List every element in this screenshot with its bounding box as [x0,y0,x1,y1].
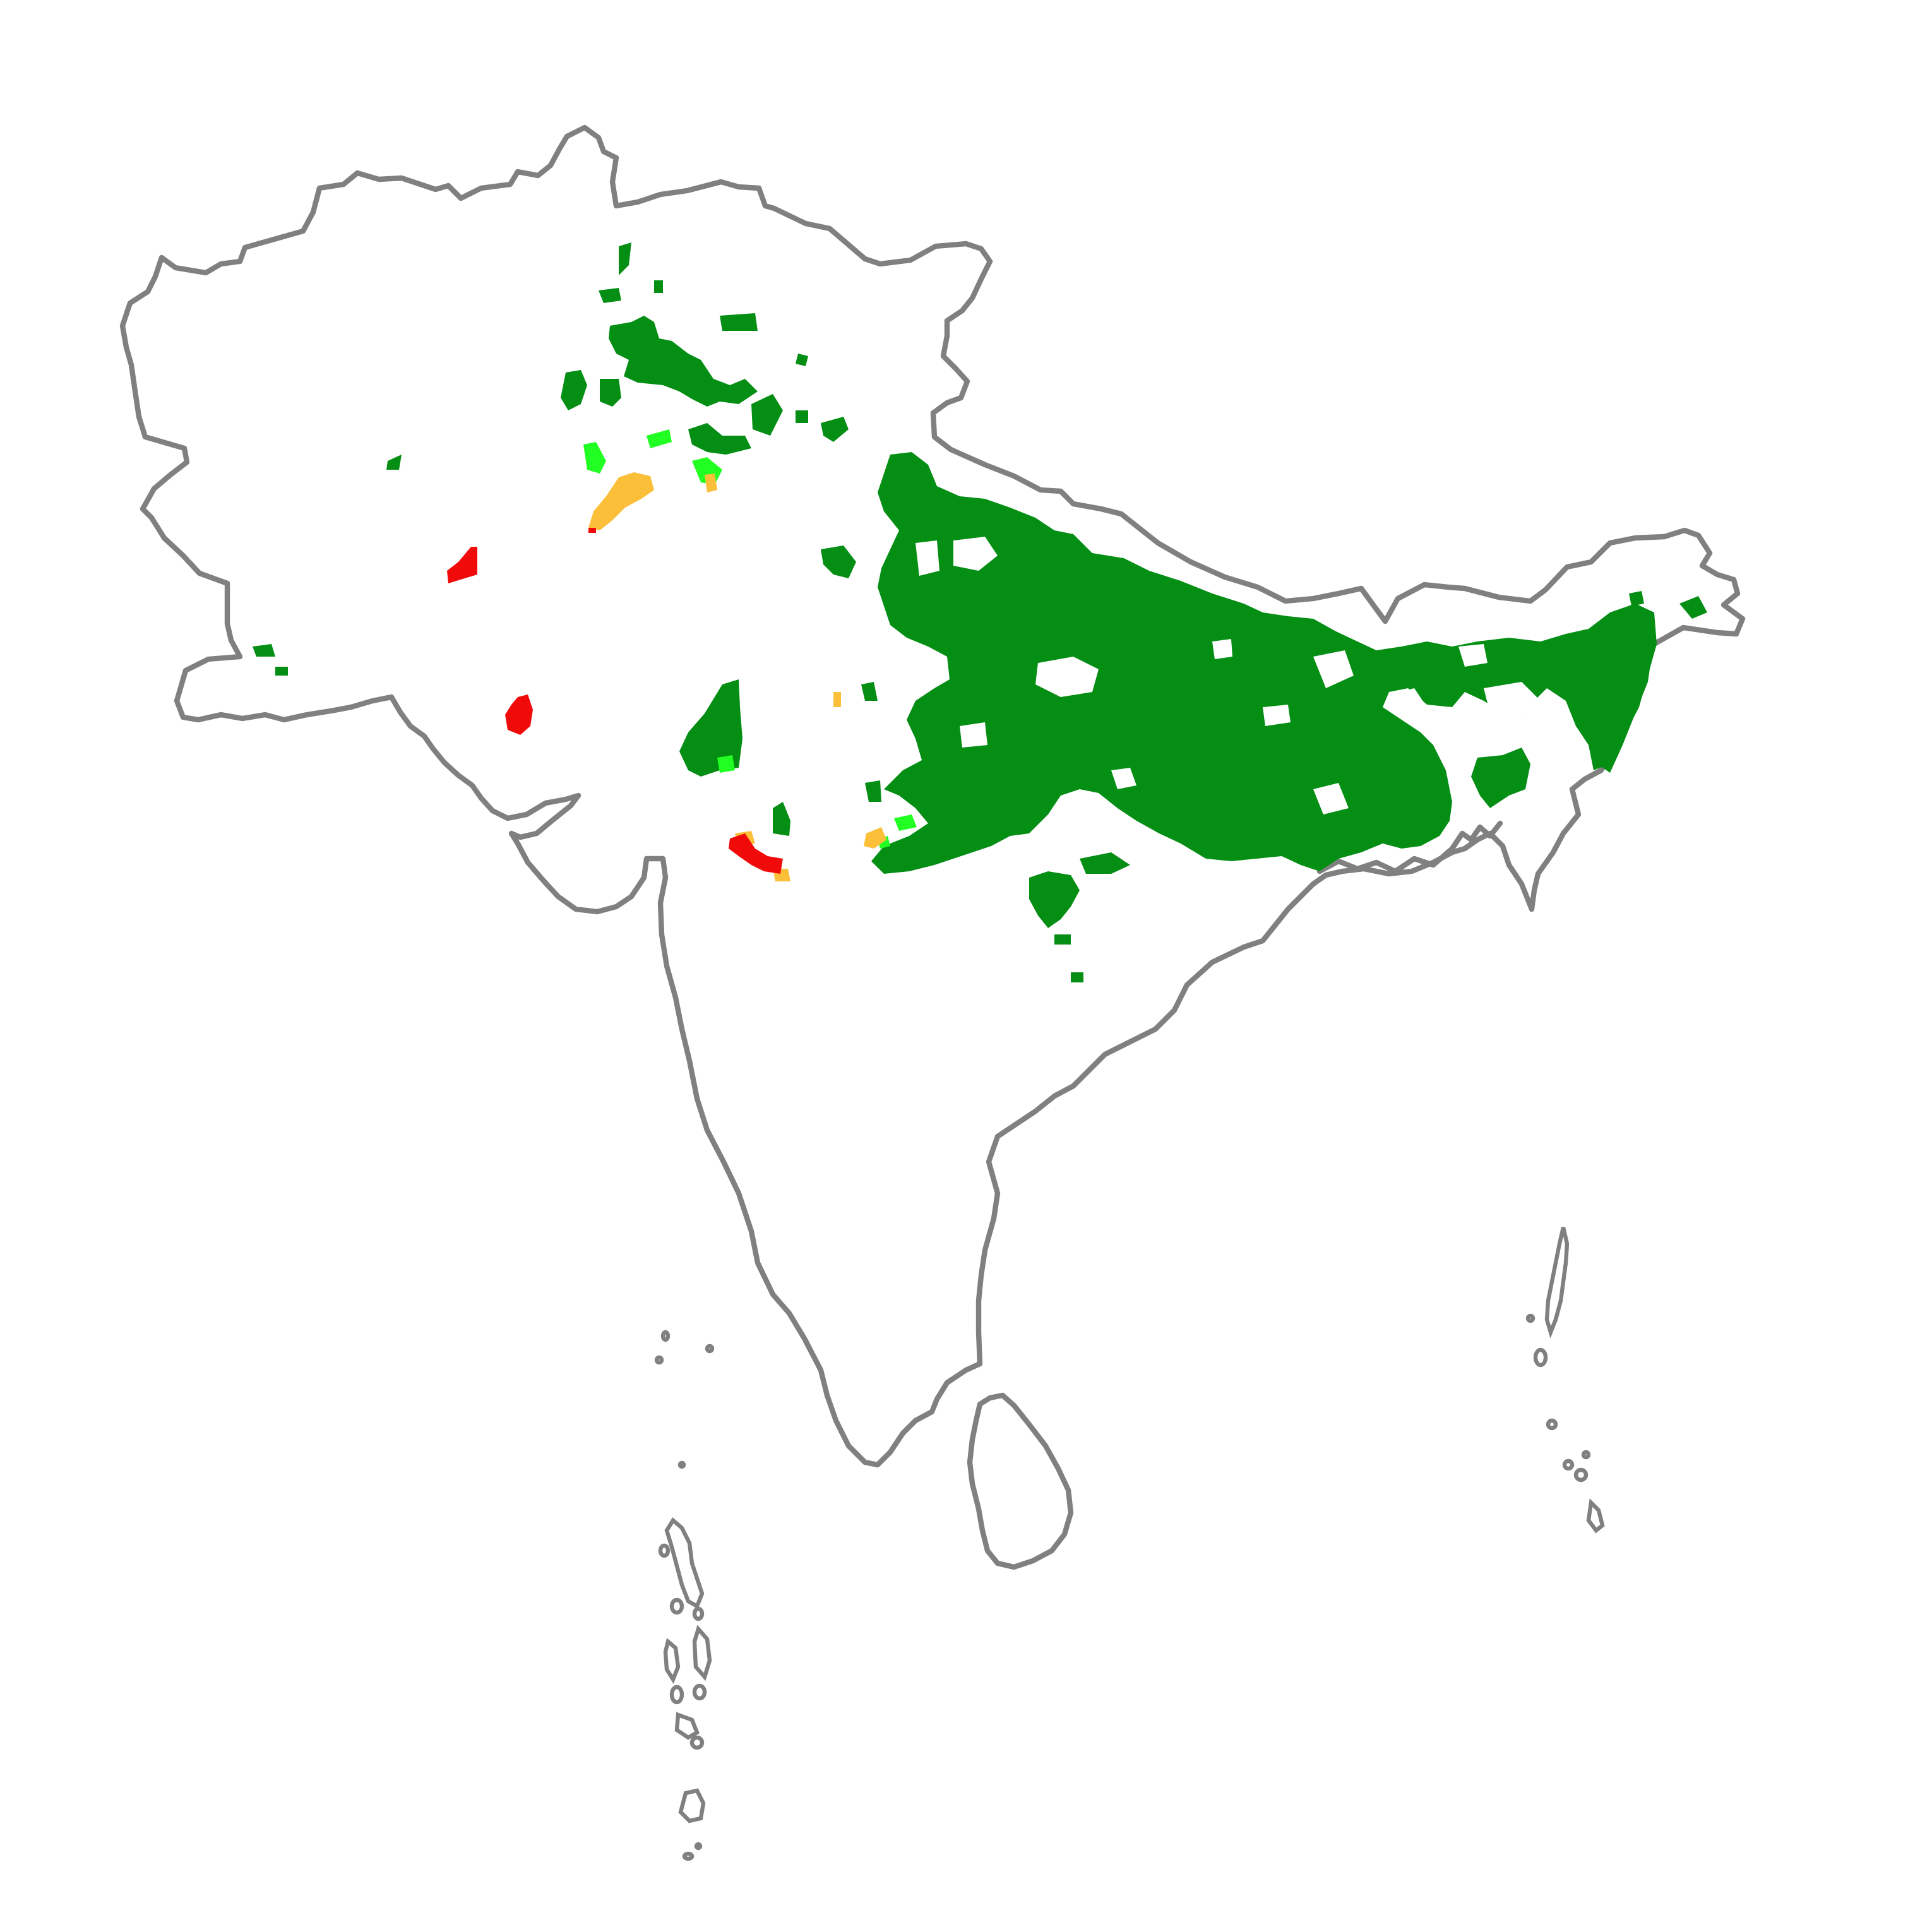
vegetation-gap [1313,783,1349,814]
vegetation-gap [1389,688,1427,717]
vegetation-patch [647,429,672,448]
vegetation-patch [1029,871,1080,928]
island-outline [705,1344,715,1354]
island-outline [658,1543,671,1558]
island-outline [1533,1347,1548,1368]
vegetation-gap [1458,644,1488,667]
vegetation-patch [447,547,477,583]
vegetation-patch [861,682,878,701]
vegetation-patch [773,802,790,836]
vegetation-patch [1572,625,1654,773]
island-outline [692,1683,707,1701]
island-outline [1544,1227,1570,1339]
island-outline [654,1355,664,1365]
vegetation-gap [1313,650,1354,688]
vegetation-patch [679,679,742,777]
vegetation-patch [1471,748,1530,808]
vegetation-patch [609,316,758,407]
island-outline [669,1685,684,1705]
vegetation-patch [871,452,1657,874]
vegetation-patch [588,472,654,530]
vegetation-patch [275,667,288,676]
vegetation-gap [960,722,987,748]
vegetation-patch [1071,972,1083,982]
island-outline [1525,1313,1535,1323]
island-outlines [654,1227,1605,1861]
vegetation-patch [386,455,402,470]
vegetation-patch [821,546,856,578]
island-outline [1562,1458,1575,1471]
sri-lanka-outline [967,1392,1074,1570]
vegetation-patch [619,242,631,275]
vegetation-patch [751,394,783,436]
island-outline [674,1712,700,1740]
vegetation-patch [729,833,783,874]
patches-orange [588,472,886,881]
vegetation-patch [796,410,808,423]
vegetation-gap [1484,682,1541,720]
vegetation-gap [953,537,998,571]
vegetation-patch [1080,852,1130,874]
country-outlines [119,124,1746,1570]
vegetation-patch [705,474,717,492]
island-outline [1546,1418,1558,1431]
vegetation-gap [1212,639,1232,659]
vegetation-gap [1263,705,1291,726]
vegetation-patch [796,354,808,366]
vegetation-gap [1035,657,1099,697]
patches-red [447,528,783,874]
island-outline [660,1330,671,1342]
island-outline [678,1788,706,1823]
vegetation-gaps [915,537,1541,814]
island-outline [669,1597,684,1615]
vegetation-patch [588,528,596,533]
vegetation-patch [583,442,606,474]
vegetation-patch [864,827,886,849]
vegetation-patch [1629,591,1644,606]
vegetation-patch [253,644,275,657]
vegetation-patch [600,379,621,407]
vegetation-patch [1679,596,1707,619]
vegetation-patch [599,288,621,303]
vegetation-patch [821,417,849,442]
vegetation-patch [688,423,751,455]
island-outline [692,1625,712,1681]
vegetation-gap [915,540,939,576]
vegetation-patch [505,695,533,735]
island-outline [664,1517,705,1609]
island-outline [694,1842,703,1851]
island-outline [677,1460,686,1469]
vegetation-gap [1111,768,1136,789]
island-outline [682,1851,695,1861]
delta-coastline [1316,820,1503,874]
vegetation-patch [720,313,758,331]
vegetation-patch [894,814,917,831]
island-outline [692,1606,705,1621]
island-outline [1581,1450,1591,1460]
island-outline [663,1638,681,1685]
mainland-outline [119,124,1746,1468]
island-outline [1586,1498,1605,1534]
vegetation-patch [1054,934,1071,945]
vegetation-patch [561,370,587,410]
vegetation-patch [717,755,735,773]
island-outline [689,1735,705,1750]
patches-dark-green [253,242,1707,982]
island-outline [1573,1467,1589,1482]
vegetation-patch [833,692,841,707]
vegetation-patch [865,780,881,802]
vegetation-patch [654,280,663,293]
